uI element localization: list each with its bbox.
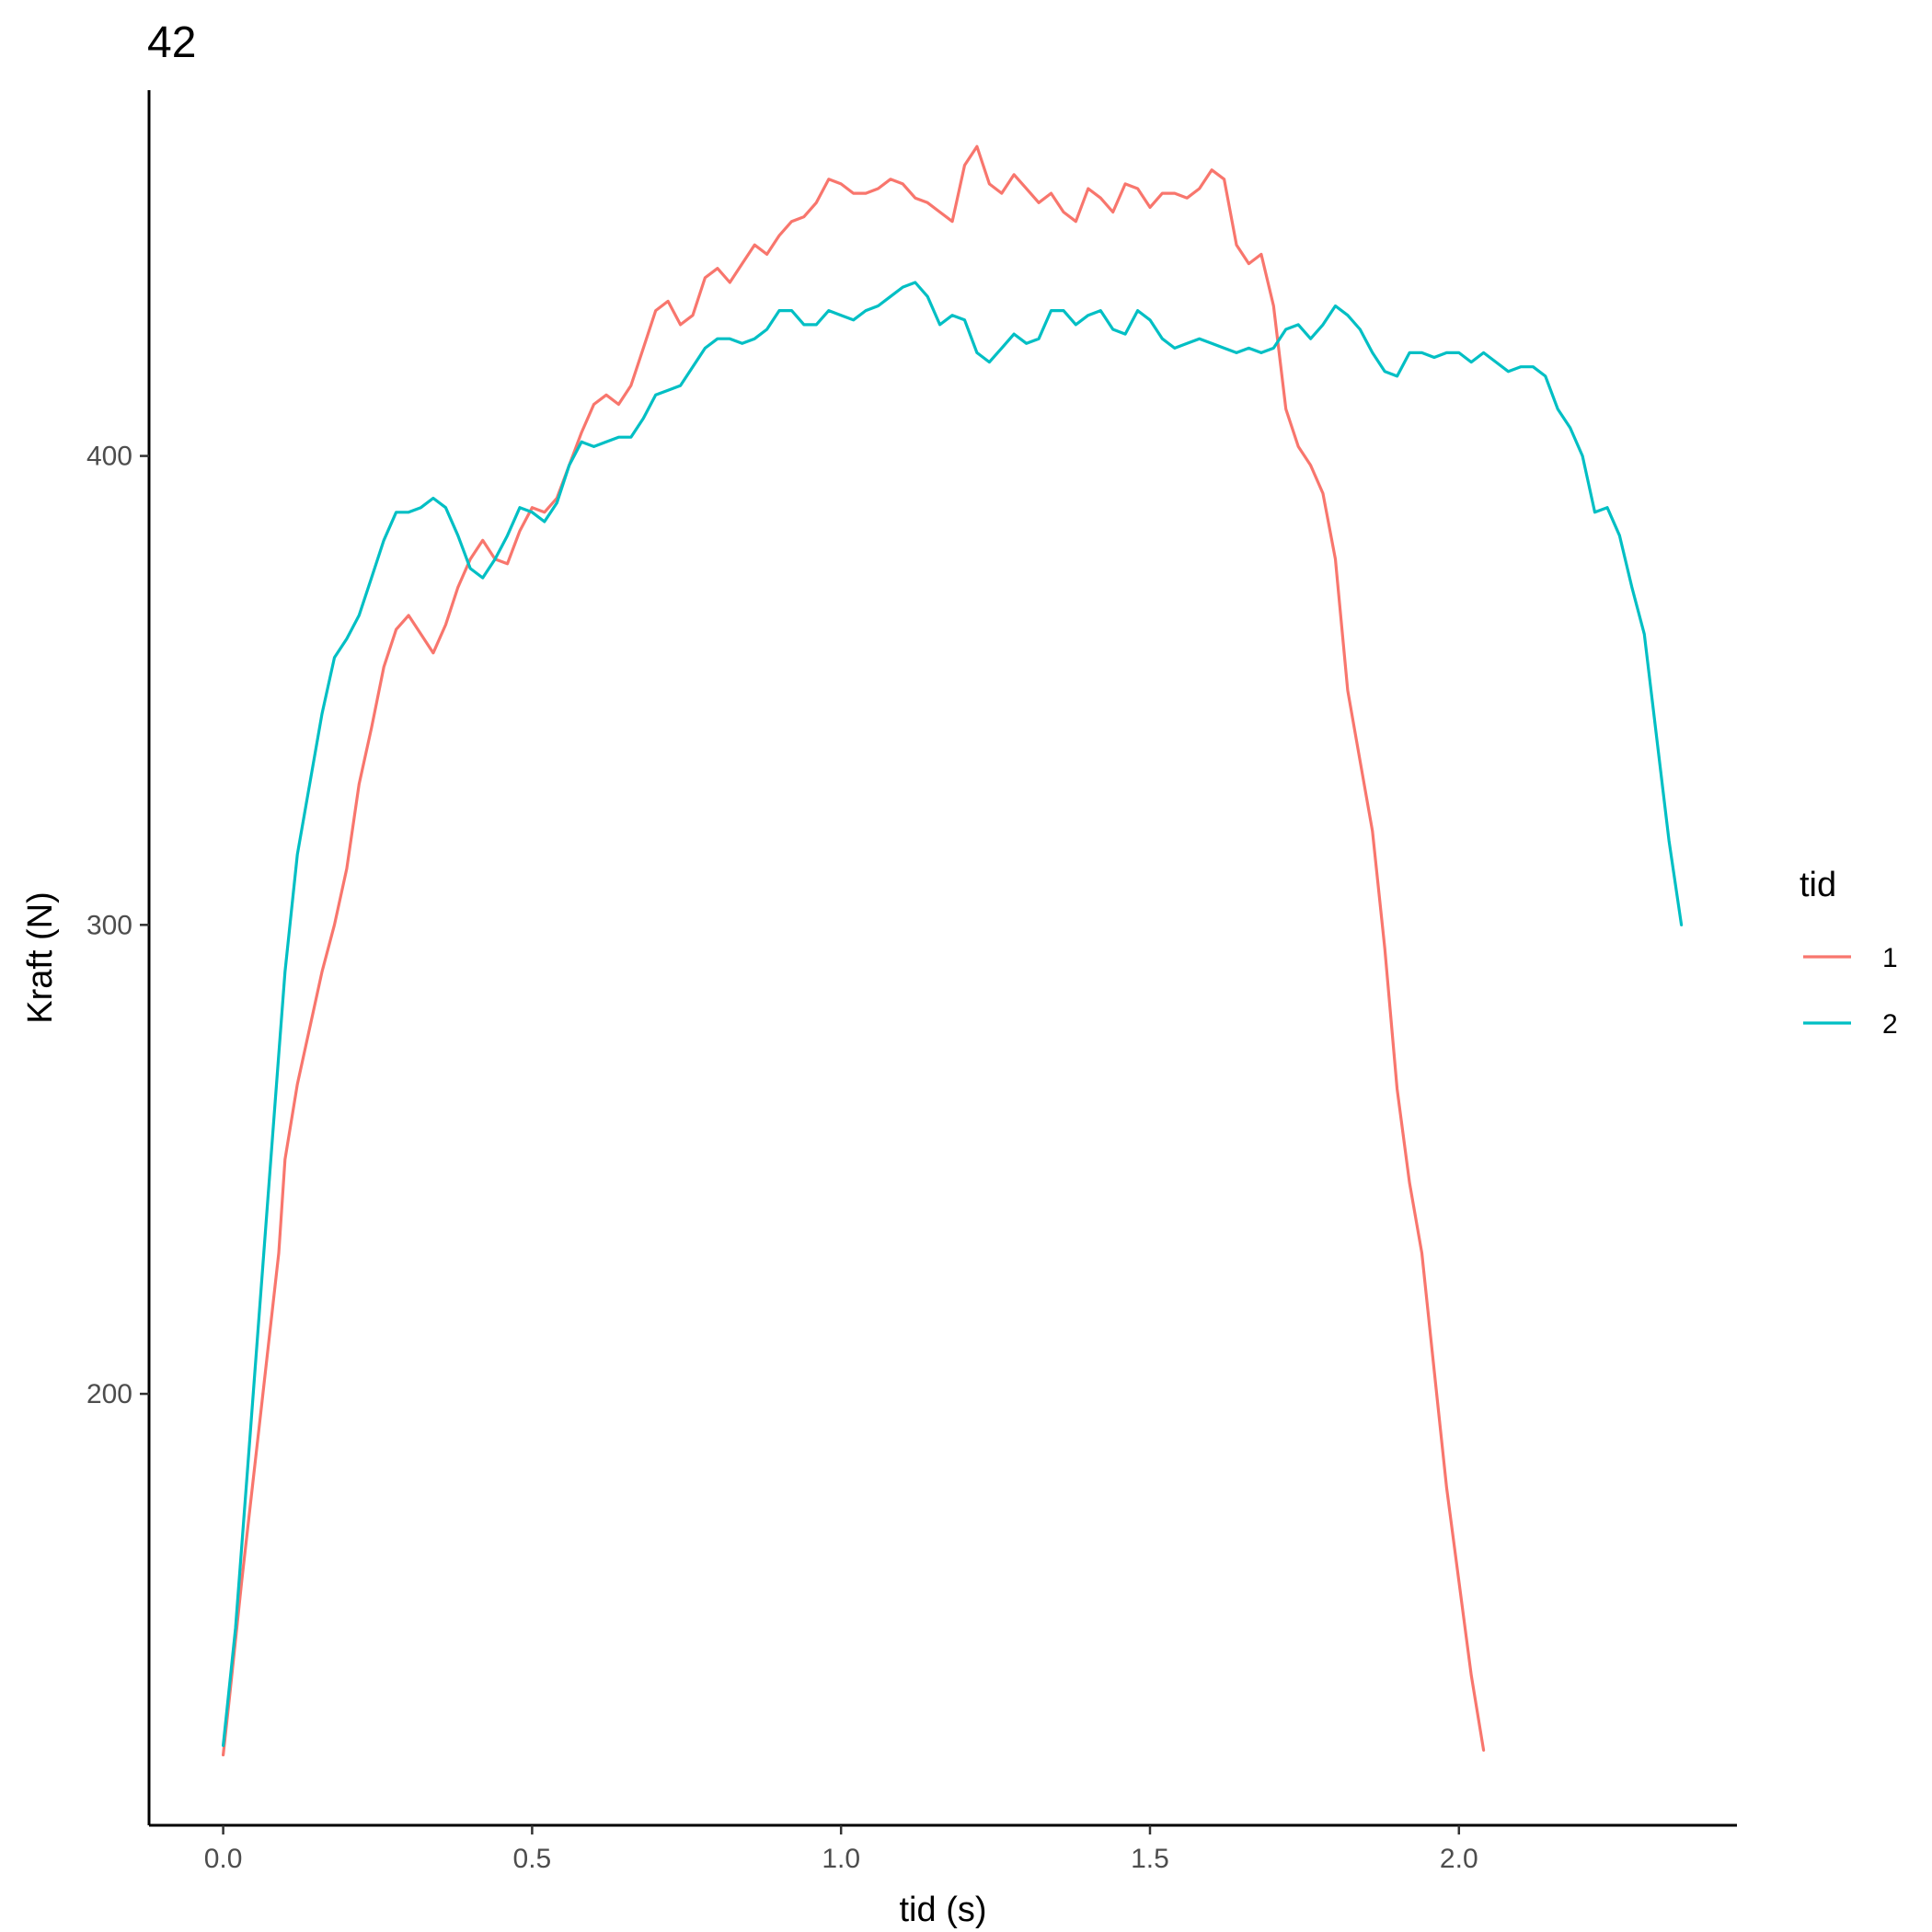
x-tick-label: 0.5	[513, 1844, 552, 1874]
y-tick-label: 200	[86, 1379, 132, 1409]
y-axis-title: Kraft (N)	[21, 891, 60, 1024]
x-axis-title: tid (s)	[900, 1891, 987, 1929]
series-line-2	[222, 281, 1684, 1747]
series-layer	[222, 144, 1684, 1757]
legend-label-2: 2	[1882, 1009, 1898, 1040]
x-tick-label: 1.0	[822, 1844, 860, 1874]
series-line-1	[222, 144, 1486, 1757]
x-tick-label: 1.5	[1131, 1844, 1169, 1874]
legend-label-1: 1	[1882, 943, 1898, 973]
x-tick-label: 0.0	[204, 1844, 243, 1874]
x-tick-label: 2.0	[1440, 1844, 1478, 1874]
x-axis-ticks: 0.0 0.5 1.0 1.5 2.0	[204, 1825, 1478, 1874]
legend: tid 12	[1800, 866, 1898, 1040]
y-tick-label: 400	[86, 442, 132, 472]
chart-title: 42	[147, 18, 196, 67]
legend-title: tid	[1800, 866, 1836, 904]
y-tick-label: 300	[86, 910, 132, 940]
y-axis-ticks: 200 300 400	[86, 442, 149, 1409]
legend-items: 12	[1803, 943, 1898, 1040]
